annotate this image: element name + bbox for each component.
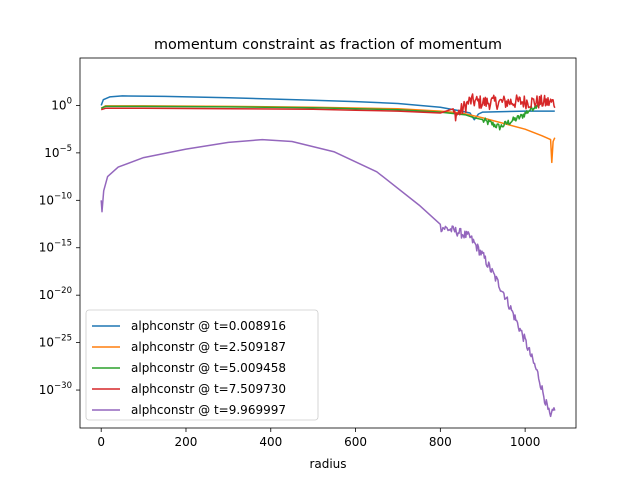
y-tick-label: 10−5 — [44, 144, 72, 160]
legend-label-2: alphconstr @ t=2.509187 — [131, 340, 286, 354]
x-axis: 0 200 400 600 800 1000 — [97, 428, 540, 449]
series-layer — [100, 93, 556, 418]
y-tick-base: 10 — [39, 193, 54, 207]
x-axis-label: radius — [309, 457, 346, 471]
y-tick-label: 10−15 — [39, 239, 72, 255]
y-tick-exponent: −15 — [54, 239, 72, 249]
x-tick-label: 0 — [97, 435, 105, 449]
legend-label-5: alphconstr @ t=9.969997 — [131, 403, 286, 417]
y-tick-base: 10 — [44, 146, 59, 160]
legend: alphconstr @ t=0.008916 alphconstr @ t=2.… — [85, 309, 319, 421]
x-tick-label: 800 — [429, 435, 452, 449]
y-tick-base: 10 — [51, 98, 66, 112]
y-tick-exponent: −20 — [54, 286, 72, 296]
series-line-5 — [100, 138, 556, 418]
y-tick-label: 10−25 — [39, 334, 72, 350]
y-tick-base: 10 — [39, 288, 54, 302]
y-tick-exponent: −5 — [59, 144, 72, 154]
y-tick-exponent: −25 — [54, 334, 72, 344]
y-tick-exponent: −10 — [54, 191, 72, 201]
series-line-1 — [100, 95, 555, 121]
x-tick-label: 200 — [175, 435, 198, 449]
x-tick-label: 600 — [344, 435, 367, 449]
y-tick-exponent: −30 — [54, 381, 72, 391]
legend-label-1: alphconstr @ t=0.008916 — [131, 319, 286, 333]
y-tick-base: 10 — [39, 241, 54, 255]
y-tick-label: 10−20 — [39, 286, 72, 302]
x-tick-label: 1000 — [510, 435, 541, 449]
legend-label-3: alphconstr @ t=5.009458 — [131, 361, 286, 375]
y-tick-base: 10 — [39, 383, 54, 397]
y-tick-base: 10 — [39, 336, 54, 350]
x-tick-label: 400 — [259, 435, 282, 449]
y-tick-label: 100 — [51, 96, 72, 112]
y-tick-label: 10−10 — [39, 191, 72, 207]
series-line-4 — [100, 93, 556, 122]
y-tick-label: 10−30 — [39, 381, 72, 397]
legend-label-4: alphconstr @ t=7.509730 — [131, 382, 286, 396]
chart-title: momentum constraint as fraction of momen… — [154, 37, 502, 53]
plot-frame — [79, 57, 577, 429]
y-tick-exponent: 0 — [67, 96, 72, 106]
legend-box — [85, 309, 319, 421]
